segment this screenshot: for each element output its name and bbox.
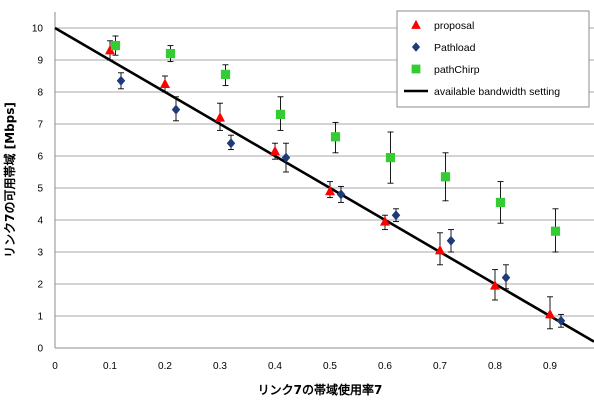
x-tick-label: 0.4	[268, 361, 282, 372]
pathchirp-point	[165, 49, 176, 59]
proposal-point	[105, 44, 115, 55]
axes	[54, 12, 594, 349]
pathchirp-point	[550, 226, 561, 236]
pathload-point	[501, 272, 511, 283]
pathchirp-point	[275, 109, 286, 119]
y-tick-label: 4	[37, 216, 43, 227]
legend-label-pathload: Pathload	[434, 42, 476, 54]
proposal-point	[325, 185, 335, 196]
proposal-point	[215, 112, 225, 122]
pathchirp-point	[385, 153, 396, 163]
markers	[105, 41, 566, 326]
x-tick-label: 0.5	[323, 361, 337, 372]
legend-swatch-proposal	[411, 19, 421, 29]
y-tick-label: 5	[37, 184, 43, 195]
x-tick-label: 0.1	[103, 361, 117, 372]
y-tick-labels: 0 1 2 3 4 5 6 7 8 9 10	[32, 24, 44, 355]
pathload-point	[281, 152, 291, 163]
legend-label-pathchirp: pathChirp	[434, 64, 480, 76]
proposal-point	[490, 280, 500, 290]
y-tick-label: 9	[37, 56, 43, 67]
legend-swatch-pathload	[411, 42, 421, 52]
x-tick-label: 0.2	[158, 361, 172, 372]
y-tick-label: 7	[37, 120, 43, 131]
x-axis-label: リンク7の帯域使用率7	[258, 382, 383, 397]
y-tick-label: 2	[37, 280, 43, 291]
x-tick-label: 0.9	[543, 361, 557, 372]
legend-label-proposal: proposal	[434, 20, 474, 32]
proposal-point	[380, 216, 390, 226]
legend-swatch-pathchirp	[411, 64, 421, 74]
y-tick-label: 1	[37, 312, 43, 323]
y-tick-label: 0	[37, 344, 43, 355]
y-tick-label: 10	[32, 24, 44, 35]
y-tick-label: 6	[37, 152, 43, 163]
pathchirp-point	[220, 69, 231, 79]
legend-box	[396, 10, 590, 108]
pathchirp-point	[495, 197, 506, 207]
x-tick-label: 0	[52, 361, 58, 372]
y-axis-label: リンク7の可用帯域 [Mbps]	[2, 102, 17, 258]
proposal-point	[435, 244, 445, 255]
available-bandwidth-line	[54, 26, 594, 343]
trend-line	[54, 26, 594, 343]
pathchirp-point	[440, 172, 451, 182]
proposal-point	[545, 308, 555, 319]
legend-label-available-bandwidth-setting: available bandwidth setting	[434, 86, 560, 98]
y-tick-label: 8	[37, 88, 43, 99]
x-tick-labels: 0 0.1 0.2 0.3 0.4 0.5 0.6 0.7 0.8 0.9	[52, 361, 557, 372]
pathload-point	[446, 235, 456, 246]
pathload-point	[556, 315, 566, 326]
legend: proposal Pathload pathChirp available bandw…	[396, 10, 590, 108]
pathchirp-point	[110, 41, 121, 51]
pathload-point	[171, 104, 181, 115]
proposal-point	[270, 145, 280, 156]
x-tick-label: 0.3	[213, 361, 227, 372]
y-tick-label: 3	[37, 248, 43, 259]
x-tick-label: 0.7	[433, 361, 447, 372]
x-tick-label: 0.8	[488, 361, 502, 372]
x-tick-label: 0.6	[378, 361, 392, 372]
pathload-point	[391, 210, 401, 221]
proposal-point	[160, 78, 170, 88]
pathload-point	[226, 138, 236, 149]
pathload-point	[336, 189, 346, 200]
pathchirp-point	[330, 132, 341, 142]
pathload-point	[116, 75, 126, 86]
